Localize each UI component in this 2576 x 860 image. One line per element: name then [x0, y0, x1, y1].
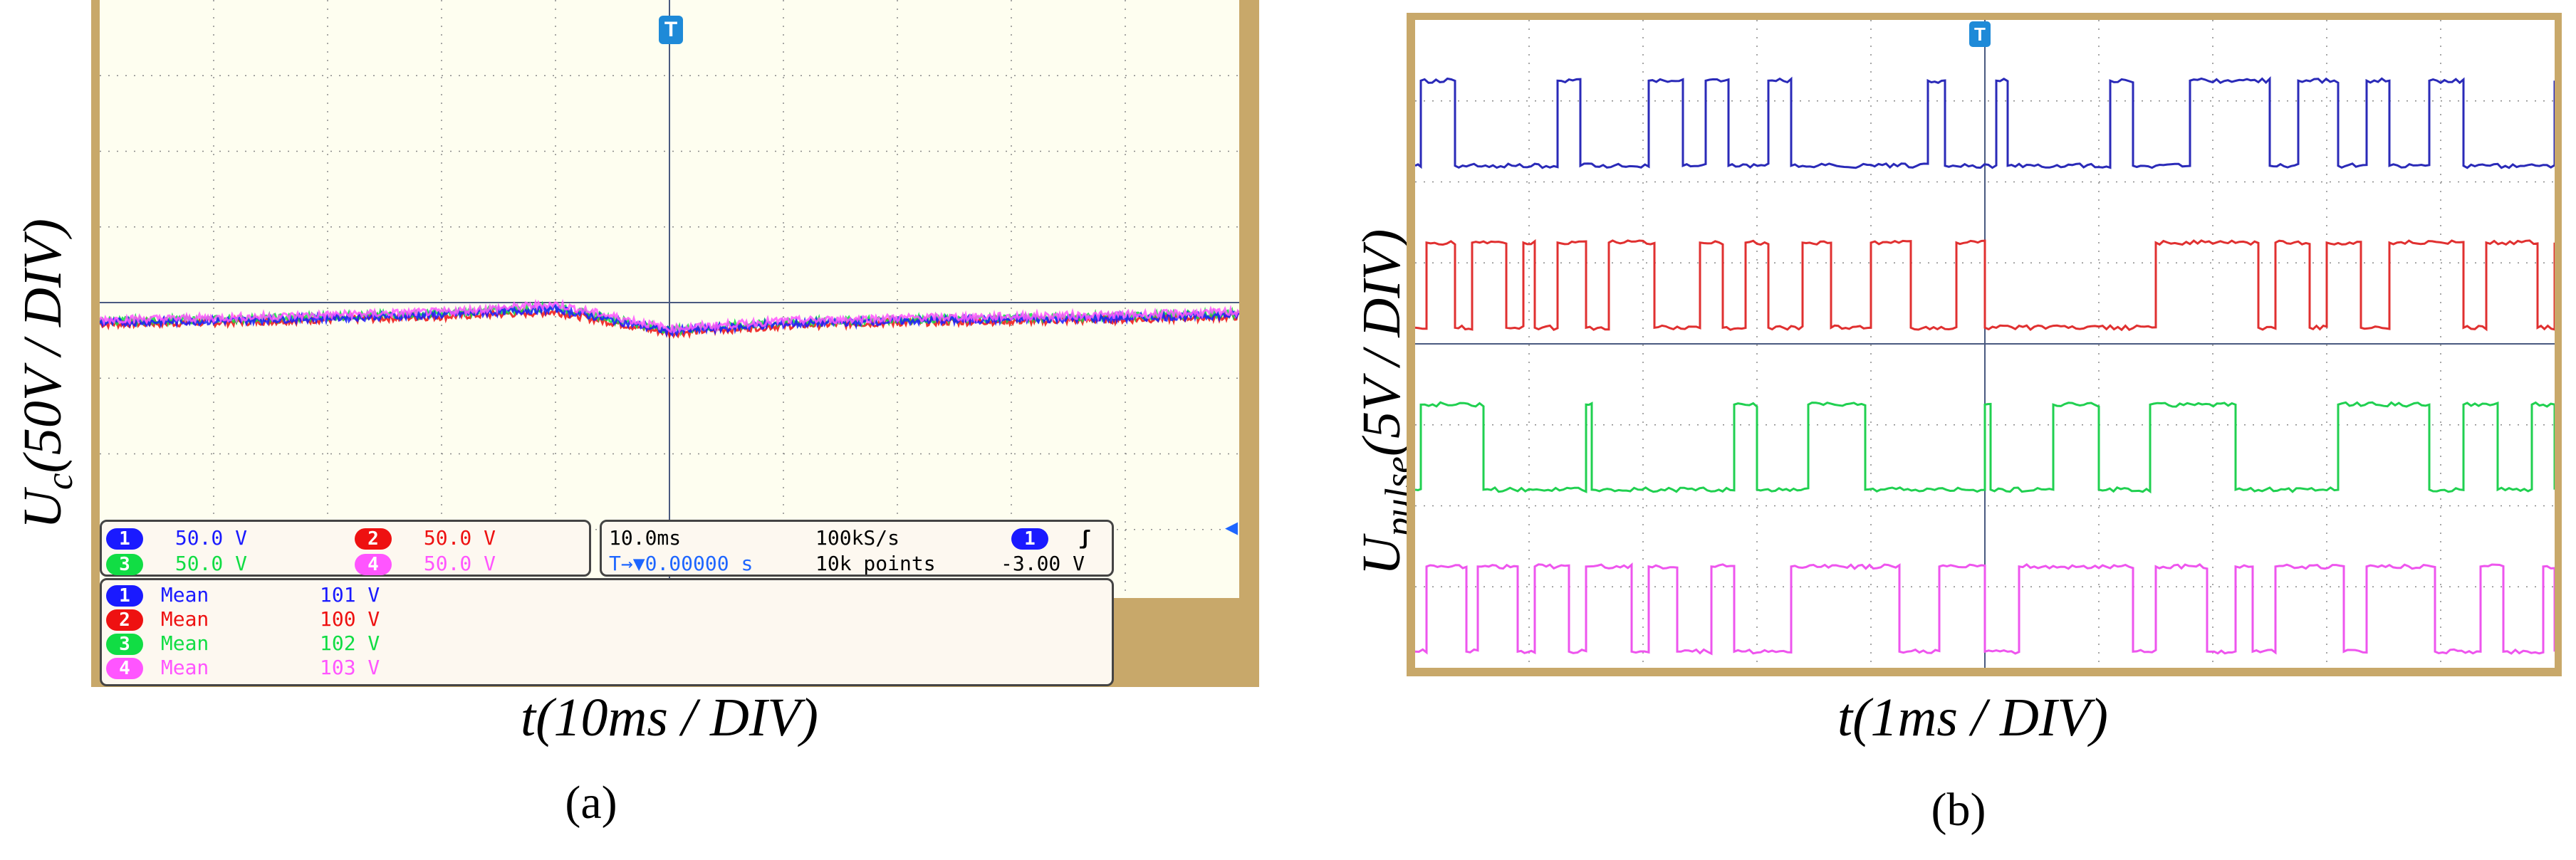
scope-b-plot: [1415, 20, 2555, 668]
channel-1-badge: 1: [106, 528, 143, 550]
channel-4-scale-value: 50.0 V: [423, 552, 496, 575]
trigger-marker-b: T: [1969, 21, 1991, 47]
measurements-box: 1 Mean 101 V 2 Mean 100 V 3 Mean 102 V 4…: [100, 578, 1114, 686]
channel-2-scale: 2 50.0 V: [355, 526, 496, 550]
delay-readout: T→▼0.00000 s: [609, 552, 753, 575]
trace-b-ch4: [1415, 562, 2555, 656]
panel-a-xlabel: t(10ms / DIV): [456, 687, 883, 749]
trace-a-ch4: [100, 298, 1239, 334]
measurement-4-label: Mean: [160, 656, 209, 679]
panel-a-label: (a): [527, 776, 655, 830]
channel-scale-box: 1 50.0 V 2 50.0 V 3 50.0 V 4 50.0 V: [100, 520, 591, 577]
channel-1-scale-value: 50.0 V: [174, 526, 248, 550]
delay-icon: T→▼: [609, 552, 645, 575]
measurement-3-value: 102 V: [320, 631, 380, 655]
measurement-1-label: Mean: [160, 583, 209, 607]
scope-a-bezel-lower: [1111, 598, 1259, 687]
timebase-box: 10.0ms 100kS/s 1 ʃ T→▼0.00000 s 10k poin…: [600, 520, 1114, 577]
delay-value: 0.00000 s: [645, 552, 753, 575]
sample-rate-value: 100kS/s: [815, 526, 900, 550]
xlabel-b-text: t(1ms / DIV): [1837, 688, 2108, 748]
channel-4-badge: 4: [355, 554, 392, 575]
channel-2-badge: 2: [355, 528, 392, 550]
trigger-marker-b-text: T: [1974, 23, 1986, 45]
measurement-1: 1 Mean 101 V: [106, 583, 380, 607]
trace-b-ch2: [1415, 238, 2555, 332]
measurement-4-badge: 4: [106, 658, 143, 679]
measurement-3-badge: 3: [106, 634, 143, 655]
measurement-1-value: 101 V: [320, 583, 380, 607]
channel-3-badge: 3: [106, 554, 143, 575]
panel-b-ylabel: Upulse(5V / DIV): [1350, 196, 1420, 609]
trigger-level-value: -3.00 V: [1001, 552, 1085, 575]
timebase-value: 10.0ms: [609, 526, 682, 550]
trace-b-ch3: [1415, 401, 2555, 494]
trace-b-ch1: [1415, 75, 2555, 169]
channel-1-scale: 1 50.0 V: [106, 526, 247, 550]
measurement-4: 4 Mean 103 V: [106, 656, 380, 679]
measurement-3-label: Mean: [160, 631, 209, 655]
record-length-value: 10k points: [815, 552, 936, 575]
measurement-1-badge: 1: [106, 585, 143, 607]
plot-b-traces: [1415, 75, 2555, 656]
channel-2-scale-value: 50.0 V: [423, 526, 496, 550]
trigger-channel-badge: 1: [1011, 528, 1048, 550]
panel-a-ylabel: Uc(50V / DIV): [11, 189, 81, 559]
measurement-3: 3 Mean 102 V: [106, 631, 380, 655]
channel-4-scale: 4 50.0 V: [355, 552, 496, 575]
channel-3-scale-value: 50.0 V: [174, 552, 248, 575]
trigger-marker-a: T: [659, 16, 683, 44]
measurement-4-value: 103 V: [320, 656, 380, 679]
plot-a-traces: [100, 298, 1239, 340]
trigger-marker-a-text: T: [664, 18, 678, 41]
measurement-2-badge: 2: [106, 609, 143, 631]
panel-b-label: (b): [1894, 783, 2023, 837]
panel-b-label-text: (b): [1931, 784, 1986, 836]
plot-b-grid: [1415, 20, 2555, 668]
trigger-level-arrow-icon: ◂: [1225, 513, 1239, 542]
ylabel-b-text: Upulse(5V / DIV): [1352, 229, 1420, 576]
measurement-2: 2 Mean 100 V: [106, 607, 380, 631]
trigger-slope-icon: ʃ: [1078, 526, 1091, 550]
measurement-2-value: 100 V: [320, 607, 380, 631]
scope-a-plot: [100, 0, 1239, 605]
panel-b: Upulse(5V / DIV) T t(1ms / DIV) (b): [1282, 0, 2576, 860]
channel-3-scale: 3 50.0 V: [106, 552, 247, 575]
measurement-2-label: Mean: [160, 607, 209, 631]
xlabel-a-text: t(10ms / DIV): [521, 688, 818, 748]
panel-a: Uc(50V / DIV) T ◂ 1 50.0 V 2 50.0 V 3 50…: [0, 0, 1275, 860]
ylabel-a-text: Uc(50V / DIV): [13, 219, 81, 529]
panel-a-label-text: (a): [565, 777, 617, 829]
panel-b-xlabel: t(1ms / DIV): [1773, 687, 2172, 749]
trigger-source: 1 ʃ: [1011, 526, 1091, 550]
